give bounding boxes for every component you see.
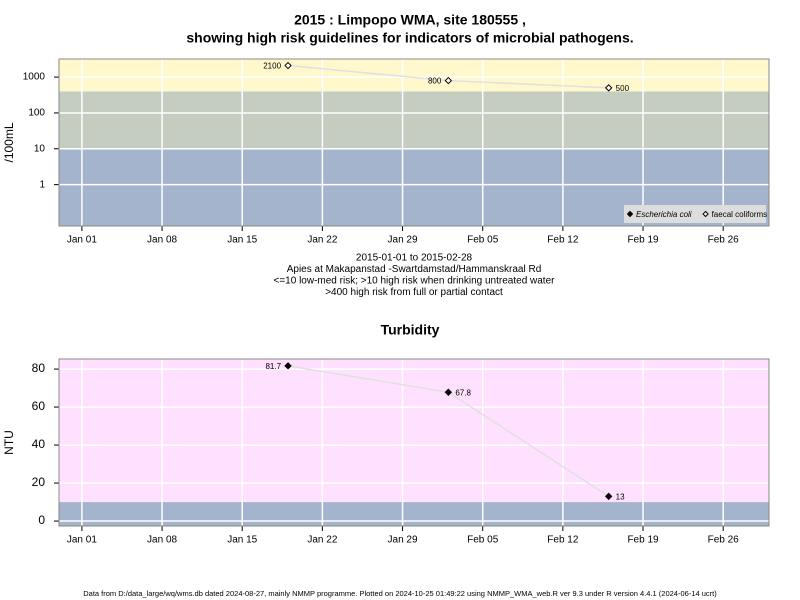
data-point [444, 76, 453, 85]
x-tick-label: Feb 19 [627, 235, 659, 246]
x-tick-label: Jan 15 [227, 235, 257, 246]
chart-title: Turbidity [381, 322, 440, 338]
x-tick-label: Feb 19 [627, 535, 659, 546]
x-tick-label: Jan 01 [67, 535, 97, 546]
chart-title: 2015 : Limpopo WMA, site 180555 , [294, 12, 526, 28]
footer: Data from D:/data_large/wq/wms.db dated … [83, 589, 717, 598]
data-label: 81.7 [265, 362, 281, 371]
y-tick-label: 60 [32, 399, 46, 413]
risk-band [59, 359, 769, 503]
x-tick-label: Jan 22 [307, 235, 337, 246]
y-tick-label: 1000 [23, 72, 46, 83]
x-tick-label: Jan 15 [227, 535, 257, 546]
legend-box [624, 205, 766, 223]
data-point [444, 388, 453, 396]
data-label: 67.8 [455, 388, 471, 397]
legend-label: faecal coliforms [712, 210, 768, 219]
risk-band [59, 502, 769, 526]
x-tick-label: Jan 22 [307, 535, 337, 546]
y-tick-label: 10 [34, 143, 46, 154]
x-tick-label: Feb 05 [467, 535, 499, 546]
legend-marker [626, 210, 634, 218]
note: >400 high risk from full or partial cont… [325, 287, 503, 298]
y-axis-label: /100mL [2, 122, 16, 162]
data-point [284, 61, 292, 70]
x-tick-label: Jan 08 [147, 235, 177, 246]
y-tick-label: 0 [38, 513, 45, 527]
data-point [284, 362, 292, 370]
y-tick-label: 100 [28, 108, 45, 119]
risk-band [59, 91, 769, 149]
chart-title: showing high risk guidelines for indicat… [186, 30, 633, 46]
legend-label: Escherichia coli [636, 210, 692, 219]
x-tick-label: Feb 26 [708, 535, 740, 546]
y-tick-label: 80 [32, 361, 46, 375]
risk-band [59, 59, 769, 92]
y-tick-label: 40 [32, 437, 46, 451]
note: <=10 low-med risk; >10 high risk when dr… [274, 276, 556, 287]
x-tick-label: Feb 12 [547, 235, 579, 246]
data-point [604, 492, 613, 501]
x-tick-label: Feb 12 [547, 535, 579, 546]
data-label: 800 [428, 77, 442, 86]
plot-frame [58, 358, 770, 527]
x-tick-label: Jan 29 [388, 535, 418, 546]
y-tick-label: 20 [32, 475, 46, 489]
data-label: 500 [616, 84, 630, 93]
plot-frame [58, 58, 770, 227]
x-tick-label: Feb 05 [467, 235, 499, 246]
data-label: 2100 [263, 62, 281, 71]
x-tick-label: Jan 29 [388, 235, 418, 246]
data-point [604, 84, 613, 92]
note: Apies at Makapanstad -Swartdamstad/Hamma… [287, 264, 542, 275]
x-tick-label: Jan 08 [147, 535, 177, 546]
x-tick-label: Jan 01 [67, 235, 97, 246]
note: 2015-01-01 to 2015-02-28 [356, 253, 473, 264]
y-tick-label: 1 [39, 179, 45, 190]
y-axis-label: NTU [2, 430, 16, 455]
data-label: 13 [616, 492, 625, 501]
x-tick-label: Feb 26 [708, 235, 740, 246]
legend-marker [702, 210, 709, 218]
